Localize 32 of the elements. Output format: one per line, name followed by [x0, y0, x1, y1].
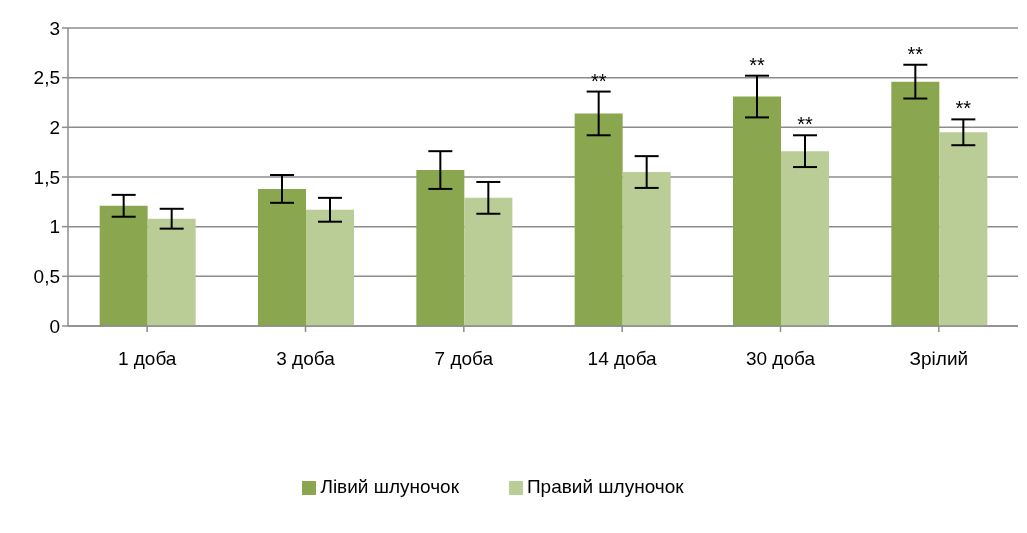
- y-tick-label: 2: [49, 117, 60, 139]
- x-tick-label: 14 доба: [587, 348, 658, 370]
- x-tick-label: 3 доба: [276, 348, 336, 370]
- y-tick-label: 0,5: [33, 266, 60, 288]
- legend-label: Правий шлуночок: [526, 476, 684, 497]
- legend-label: Лівий шлуночок: [320, 476, 459, 497]
- data-label: **: [749, 53, 765, 76]
- x-tick-label: Зрілий: [909, 348, 969, 370]
- data-label: **: [590, 69, 607, 92]
- x-tick-label: 30 доба: [745, 348, 816, 370]
- bar: [306, 209, 354, 326]
- bar: [891, 81, 940, 326]
- data-label: **: [797, 113, 813, 136]
- bar: [147, 218, 196, 326]
- bar: [258, 188, 306, 326]
- data-label: **: [955, 97, 972, 120]
- bar: [416, 170, 465, 326]
- bar: [939, 132, 988, 326]
- bar: [464, 197, 513, 326]
- y-tick-label: 0: [49, 315, 60, 337]
- data-label: **: [907, 42, 924, 65]
- bar: [99, 205, 148, 326]
- bar: [733, 96, 781, 326]
- x-tick-label: 1 доба: [117, 348, 177, 370]
- y-tick-label: 2,5: [33, 67, 60, 89]
- x-tick-label: 7 доба: [434, 348, 494, 370]
- bar: [781, 151, 829, 326]
- bar: [574, 113, 623, 326]
- bar: [622, 172, 671, 326]
- y-tick-label: 3: [49, 17, 60, 39]
- y-tick-label: 1,5: [33, 166, 60, 188]
- y-tick-label: 1: [49, 216, 60, 238]
